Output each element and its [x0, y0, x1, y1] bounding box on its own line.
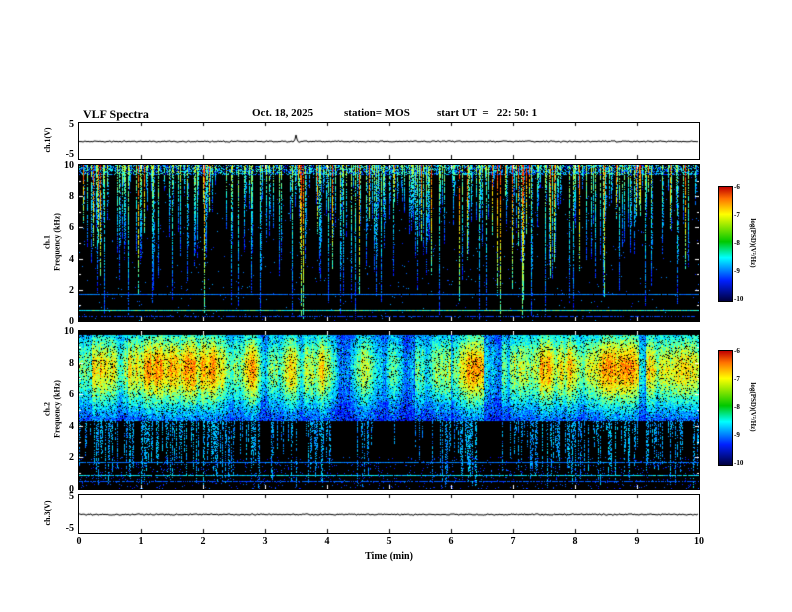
x-tick-label: 6 — [448, 536, 454, 547]
x-tick-label: 7 — [510, 536, 516, 547]
ch2-spectrogram-canvas — [79, 331, 699, 489]
colorbar2-tick: -8 — [734, 403, 740, 411]
ch2-spectrogram-y-tick: 2 — [69, 452, 74, 464]
x-axis-title: Time (min) — [365, 551, 413, 562]
x-tick-label: 8 — [572, 536, 578, 547]
ch1-waveform-y-tick: -5 — [65, 149, 74, 160]
colorbar2-tick: -6 — [734, 347, 740, 355]
colorbar2-tick: -10 — [734, 459, 744, 467]
ch1-waveform-y-tick: 5 — [69, 119, 74, 130]
ch2-label: ch.2 — [42, 402, 52, 416]
ch3-voltage-axis-label: ch.3(V) — [43, 500, 53, 526]
colorbar1-tick: -10 — [734, 295, 744, 303]
x-tick-label: 9 — [634, 536, 640, 547]
colorbar-ch1-label: log(PSD)(V²/Hz) — [749, 218, 758, 268]
colorbar1-tick: -8 — [734, 239, 740, 247]
ch2-spectrogram-panel — [78, 330, 700, 490]
ch1-spectrogram-y-tick: 2 — [69, 284, 74, 296]
ch2-spectrogram-y-tick: 4 — [69, 420, 74, 432]
date-label: Oct. 18, 2025 — [252, 107, 314, 119]
colorbar-ch1 — [718, 186, 733, 302]
ch3-waveform-panel — [78, 494, 700, 534]
ch1-spectrogram-y-tick: 6 — [69, 222, 74, 234]
ch1-waveform-canvas — [79, 123, 699, 159]
x-tick-label: 3 — [262, 536, 268, 547]
ch3-waveform-canvas — [79, 495, 699, 533]
x-tick-label: 2 — [200, 536, 206, 547]
ch1-spectrogram-y-tick: 4 — [69, 253, 74, 265]
station-label: station= MOS — [344, 107, 410, 119]
plot-title: VLF Spectra — [83, 107, 149, 121]
colorbar-ch2-label: log(PSD)(V²/Hz) — [749, 382, 758, 432]
ch1-waveform-panel — [78, 122, 700, 160]
colorbar1-tick: -9 — [734, 267, 740, 275]
ch2-spectrogram-y-tick: 8 — [69, 357, 74, 369]
colorbar1-tick: -6 — [734, 183, 740, 191]
colorbar-ch2 — [718, 350, 733, 466]
colorbar2-tick: -9 — [734, 431, 740, 439]
x-tick-label: 1 — [138, 536, 144, 547]
colorbar2-tick: -7 — [734, 375, 740, 383]
start-ut-label: start UT = 22: 50: 1 — [437, 107, 538, 119]
ch1-spectrogram-y-tick: 0 — [69, 316, 74, 327]
ch2-spectrogram-y-tick: 10 — [64, 326, 74, 337]
ch3-waveform-y-tick: -5 — [65, 523, 74, 534]
ch2-spectrogram-y-tick: 0 — [69, 484, 74, 495]
ch1-label: ch.1 — [42, 235, 52, 249]
ch1-spectrogram-y-tick: 8 — [69, 191, 74, 203]
x-tick-label: 4 — [324, 536, 330, 547]
x-tick-label: 0 — [76, 536, 82, 547]
x-tick-label: 10 — [694, 536, 704, 547]
colorbar1-tick: -7 — [734, 211, 740, 219]
ch2-spectrogram-y-tick: 6 — [69, 389, 74, 401]
ch1-spectrogram-panel — [78, 164, 700, 322]
ch1-spectrogram-canvas — [79, 165, 699, 321]
ch3-waveform-y-tick: 5 — [69, 491, 74, 502]
ch1-spectrogram-y-tick: 10 — [64, 160, 74, 171]
x-tick-label: 5 — [386, 536, 392, 547]
